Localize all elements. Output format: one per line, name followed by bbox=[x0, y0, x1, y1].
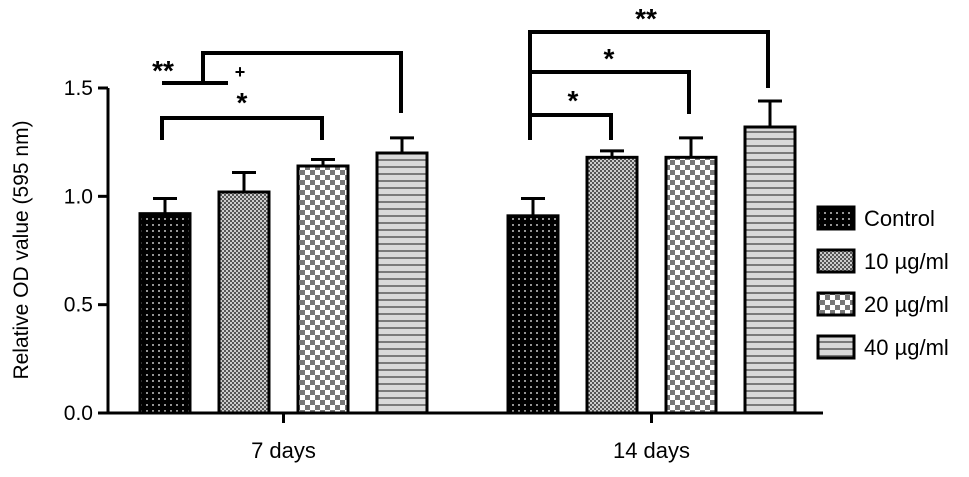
significance-label: * bbox=[568, 85, 579, 116]
y-tick-label: 1.0 bbox=[64, 185, 93, 208]
significance-label: ** bbox=[635, 3, 657, 34]
x-tick-label: 14 days bbox=[613, 438, 690, 463]
bar-control-14-days bbox=[506, 214, 560, 415]
y-axis-ticks: 0.0 0.5 1.0 1.5 bbox=[64, 77, 108, 425]
significance-label: + bbox=[235, 62, 246, 82]
significance-label: * bbox=[237, 87, 248, 118]
bar-control-7-days bbox=[138, 212, 192, 415]
significance-bracket bbox=[528, 30, 770, 88]
y-tick-label: 0.5 bbox=[64, 294, 93, 317]
bar-40-g-ml-7-days bbox=[375, 151, 429, 415]
y-axis-label: Relative OD value (595 nm) bbox=[10, 120, 33, 379]
bar-10-g-ml-14-days bbox=[585, 155, 639, 415]
legend-label: 20 µg/ml bbox=[864, 292, 949, 317]
y-tick-label: 1.5 bbox=[64, 77, 93, 100]
significance-bracket bbox=[160, 116, 324, 140]
legend-swatch-10-g-ml bbox=[816, 248, 856, 274]
significance-label: * bbox=[604, 43, 615, 74]
bar-20-g-ml-14-days bbox=[664, 155, 718, 415]
legend-label: 10 µg/ml bbox=[864, 249, 949, 274]
x-tick-label: 7 days bbox=[251, 438, 316, 463]
bar-marks bbox=[138, 99, 797, 415]
bar-40-g-ml-14-days bbox=[743, 125, 797, 415]
legend-label: Control bbox=[864, 206, 935, 231]
legend-swatch-control bbox=[816, 205, 856, 231]
significance-bracket bbox=[528, 70, 691, 114]
bar-10-g-ml-7-days bbox=[217, 190, 271, 415]
significance-brackets: ** +***** bbox=[152, 3, 770, 140]
significance-bracket bbox=[528, 113, 613, 140]
legend-swatch-40-g-ml bbox=[816, 334, 856, 360]
bar-20-g-ml-7-days bbox=[296, 164, 350, 415]
legend-swatch-20-g-ml bbox=[816, 291, 856, 317]
significance-label: ** bbox=[152, 55, 174, 86]
legend: Control 10 µg/ml 20 µg/ml 40 µg/ml bbox=[816, 205, 949, 360]
y-tick-label: 0.0 bbox=[64, 402, 93, 425]
x-axis-ticks: 7 days 14 days bbox=[251, 413, 690, 463]
significance-bracket bbox=[201, 51, 403, 113]
legend-label: 40 µg/ml bbox=[864, 335, 949, 360]
